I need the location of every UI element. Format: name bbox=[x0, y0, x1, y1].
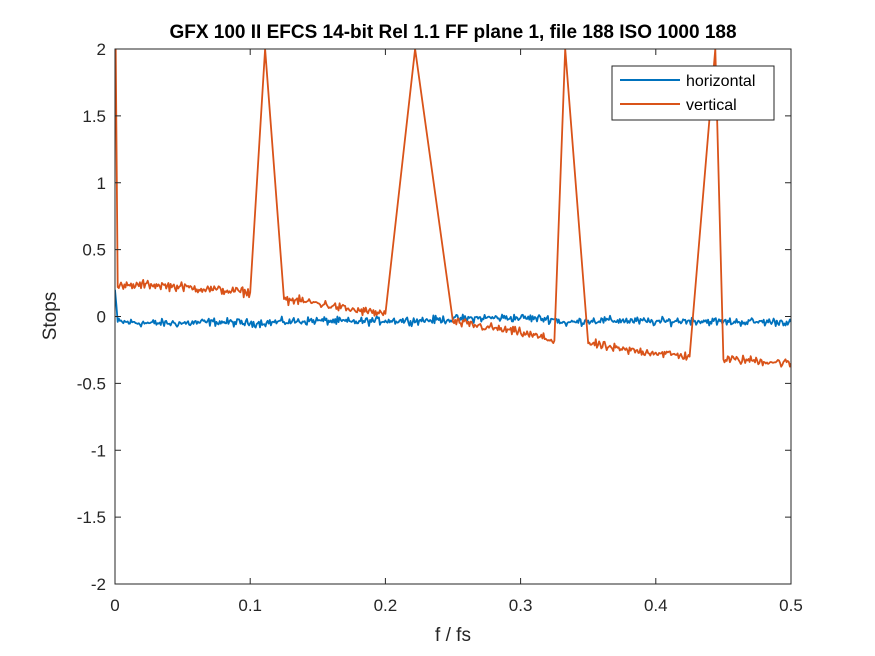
y-tick-label: 1 bbox=[97, 174, 106, 193]
y-tick-label: -2 bbox=[91, 575, 106, 594]
series-line-horizontal bbox=[115, 289, 791, 329]
x-tick-label: 0.4 bbox=[644, 596, 668, 615]
y-tick-label: -0.5 bbox=[77, 374, 106, 393]
x-tick-label: 0.2 bbox=[374, 596, 398, 615]
y-tick-label: -1.5 bbox=[77, 508, 106, 527]
x-tick-label: 0.3 bbox=[509, 596, 533, 615]
series-layer bbox=[115, 49, 791, 368]
ticks-layer: 0 0.1 0.2 0.3 0.4 0.5 2 1.5 1 0.5 0 -0.5 -1 -1.5 -2 bbox=[77, 40, 803, 615]
x-tick-label: 0.5 bbox=[779, 596, 803, 615]
y-tick-label: 2 bbox=[97, 40, 106, 59]
chart-title: GFX 100 II EFCS 14-bit Rel 1.1 FF plane … bbox=[169, 22, 736, 43]
y-tick-label: -1 bbox=[91, 441, 106, 460]
legend-box bbox=[611, 65, 775, 121]
x-tick-label: 0.1 bbox=[238, 596, 262, 615]
x-tick-label: 0 bbox=[110, 596, 119, 615]
x-axis-label: f / fs bbox=[435, 625, 471, 646]
legend-vertical-label: vertical bbox=[686, 97, 737, 114]
y-tick-label: 0 bbox=[97, 308, 106, 327]
series-line-vertical bbox=[115, 49, 791, 368]
y-tick-label: 0.5 bbox=[82, 241, 106, 260]
y-tick-label: 1.5 bbox=[82, 107, 106, 126]
legend: horizontal vertical bbox=[611, 65, 775, 121]
legend-horizontal-label: horizontal bbox=[686, 73, 755, 90]
y-axis-label: Stops bbox=[40, 292, 61, 341]
